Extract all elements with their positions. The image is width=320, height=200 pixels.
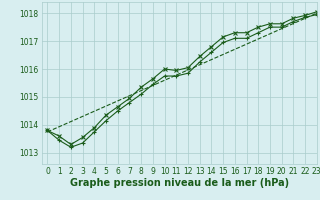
X-axis label: Graphe pression niveau de la mer (hPa): Graphe pression niveau de la mer (hPa) <box>70 178 289 188</box>
